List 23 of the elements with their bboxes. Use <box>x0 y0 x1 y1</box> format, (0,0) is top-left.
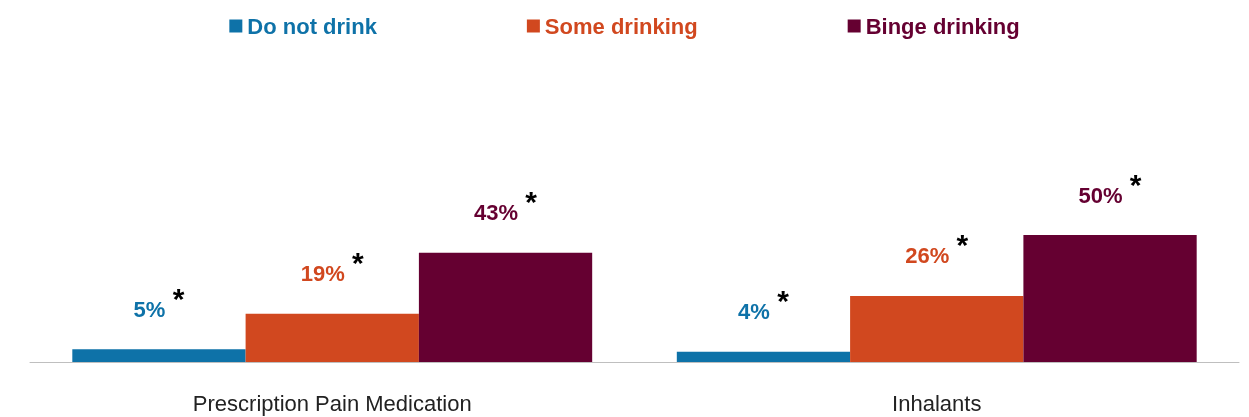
bar <box>72 349 246 362</box>
bar <box>850 295 1024 362</box>
text: * <box>525 185 538 219</box>
data-label: 43% <box>474 200 519 226</box>
x-tick-label: Prescription Pain Medication <box>192 390 472 416</box>
annotation: * <box>352 246 365 280</box>
legend-label: Binge drinking <box>865 13 1020 39</box>
bar <box>676 351 851 362</box>
text: * <box>1129 167 1142 201</box>
data-label: 5% <box>133 296 166 322</box>
bar <box>418 252 593 362</box>
legend-label: Do not drink <box>247 13 378 39</box>
legend-label: Some drinking <box>544 13 698 39</box>
data-label: 19% <box>300 261 345 287</box>
annotation: * <box>777 284 790 318</box>
annotation: * <box>956 228 969 262</box>
x-tick-label: Inhalants <box>892 390 982 416</box>
data-label: 4% <box>738 299 770 325</box>
annotation: * <box>172 281 185 315</box>
bar <box>1023 235 1197 362</box>
data-label: 26% <box>905 243 950 269</box>
bar <box>245 313 419 362</box>
data-label: 50% <box>1078 182 1123 208</box>
